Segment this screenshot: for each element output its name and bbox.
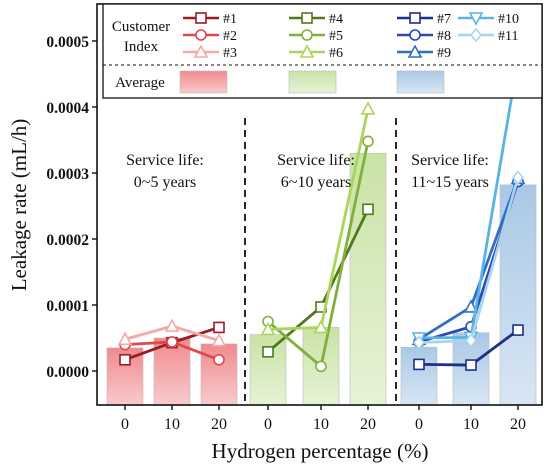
y-tick-label: 0.0003 [46, 166, 89, 183]
average-bar [249, 334, 287, 406]
legend-marker [468, 12, 484, 26]
legend-average-label: Average [115, 75, 165, 91]
x-tick-label: 0 [264, 416, 272, 433]
legend-average-swatch [288, 70, 337, 94]
data-point [117, 331, 133, 346]
x-tick-label: 0 [121, 416, 129, 433]
data-point [164, 318, 180, 332]
group-labels: Service life: 0~5 years Service life: 6~10 … [126, 152, 489, 191]
data-point [260, 321, 276, 336]
average-bar [400, 346, 438, 406]
legend-entry-label: #2 [223, 29, 237, 44]
data-point [262, 346, 274, 358]
x-tick-label: 0 [415, 416, 423, 433]
legend-entry-label: #4 [329, 12, 343, 27]
data-point [463, 299, 479, 313]
data-point [413, 358, 425, 371]
legend-marker [409, 29, 421, 41]
average-bar [153, 337, 191, 406]
legend-marker [299, 44, 315, 58]
legend-entry-label: #11 [498, 29, 518, 44]
group-label: Service life: [126, 152, 204, 169]
group-label: 11~15 years [411, 174, 489, 191]
legend-title: Index [124, 39, 159, 55]
legend-entry-label: #1 [223, 12, 237, 27]
legend-entry-label: #8 [437, 29, 451, 44]
data-point [362, 135, 374, 148]
data-point [213, 353, 225, 366]
x-tick-label: 10 [164, 416, 180, 433]
data-point [465, 359, 477, 371]
average-bar [349, 152, 387, 406]
legend-average-swatch [179, 70, 228, 94]
data-point [511, 170, 525, 185]
data-point [412, 335, 426, 350]
x-tick-label: 20 [211, 416, 227, 433]
legend-marker [195, 12, 207, 24]
legend-entry-label: #6 [329, 46, 343, 61]
data-point [213, 321, 225, 334]
legend-marker [301, 12, 313, 24]
y-tick-label: 0.0005 [46, 34, 89, 51]
x-tick-label: 20 [360, 416, 376, 433]
legend-marker [301, 29, 313, 41]
y-tick-label: 0.0001 [46, 298, 89, 315]
legend-marker [195, 29, 207, 41]
legend-marker [409, 12, 421, 24]
data-point [464, 333, 478, 348]
legend-marker [193, 44, 209, 58]
group-label: 6~10 years [281, 174, 351, 191]
group-label: Service life: [411, 152, 489, 169]
y-tick-label: 0.0004 [46, 100, 89, 117]
group-label: 0~5 years [134, 174, 196, 191]
legend-entry-label: #3 [223, 46, 237, 61]
legend-marker [469, 27, 483, 43]
legend-average-swatch [396, 70, 445, 94]
series-lines [117, 53, 526, 373]
data-point [166, 336, 178, 348]
x-tick-label: 10 [313, 416, 329, 433]
y-tick-label: 0.0000 [46, 364, 89, 381]
data-point [315, 360, 327, 373]
legend-entry-label: #5 [329, 29, 343, 44]
legend-entry-label: #9 [437, 46, 451, 61]
data-point [119, 353, 131, 366]
legend-entry-label: #10 [498, 12, 519, 27]
legend: Customer Index Average #1 #2 #3 #4 #5 #6 #7 #8 #9 #1… [102, 3, 543, 99]
data-point [362, 203, 374, 216]
legend-entry-label: #7 [437, 12, 451, 27]
data-point [211, 332, 227, 347]
x-axis-label: Hydrogen percentage (%) [212, 439, 429, 463]
y-tick-label: 0.0002 [46, 232, 89, 249]
average-bar [200, 343, 238, 406]
data-point [512, 324, 524, 336]
data-point [360, 101, 376, 115]
legend-marker [407, 44, 423, 58]
x-tick-label: 20 [510, 416, 526, 433]
x-tick-label: 10 [463, 416, 479, 433]
group-label: Service life: [277, 152, 355, 169]
axes: Leakage rate (mL/h) Hydrogen percentage … [7, 3, 543, 463]
data-point [313, 319, 329, 334]
y-axis-label: Leakage rate (mL/h) [7, 119, 31, 292]
legend-title: Customer [112, 19, 170, 35]
